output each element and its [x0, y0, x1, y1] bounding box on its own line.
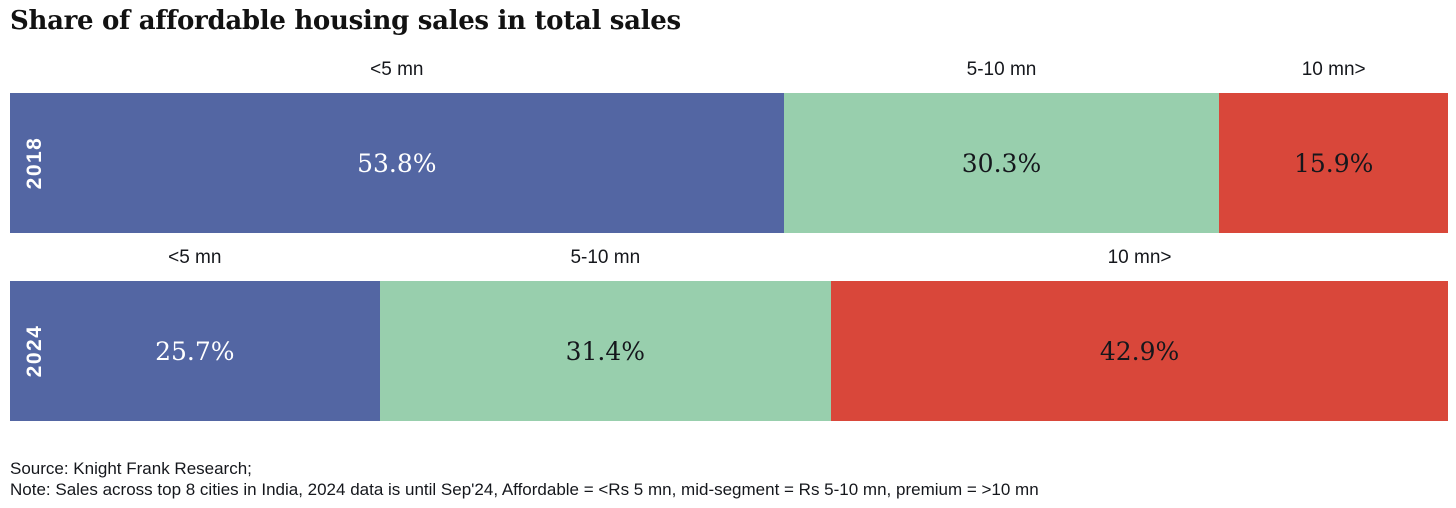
year-label: 2018 [23, 136, 46, 190]
category-labels-2024: <5 mn 5-10 mn 10 mn> [10, 246, 1448, 270]
stacked-bar-2018: 53.8% 30.3% 15.9% 2018 [10, 93, 1448, 233]
chart-row-2024: <5 mn 5-10 mn 10 mn> 25.7% 31.4% 42.9% 2024 [10, 246, 1448, 421]
value-label: 42.9% [1099, 336, 1180, 366]
value-label: 53.8% [357, 148, 437, 178]
stacked-bar-chart: <5 mn 5-10 mn 10 mn> 53.8% 30.3% 15.9% 2018 <5 … [10, 58, 1448, 421]
category-label: <5 mn [168, 247, 222, 268]
value-label: 15.9% [1293, 148, 1374, 178]
value-label: 31.4% [565, 336, 646, 366]
bar-segment: 30.3% [783, 93, 1220, 233]
bar-segment: 53.8% [10, 93, 784, 233]
category-label: 10 mn> [1301, 59, 1366, 80]
year-label: 2024 [23, 324, 46, 378]
chart-row-2018: <5 mn 5-10 mn 10 mn> 53.8% 30.3% 15.9% 2018 [10, 58, 1448, 233]
category-label: 10 mn> [1107, 247, 1172, 268]
bar-segment: 15.9% [1219, 93, 1448, 233]
category-label: 5-10 mn [570, 247, 641, 268]
chart-title: Share of affordable housing sales in tot… [10, 6, 681, 36]
stacked-bar-2024: 25.7% 31.4% 42.9% 2024 [10, 281, 1448, 421]
bar-segment: 31.4% [379, 281, 832, 421]
category-label: <5 mn [370, 59, 424, 80]
value-label: 30.3% [961, 148, 1042, 178]
source-text: Source: Knight Frank Research; [10, 459, 252, 478]
bar-segment: 42.9% [831, 281, 1448, 421]
category-label: 5-10 mn [966, 59, 1037, 80]
bar-segment: 25.7% [10, 281, 380, 421]
category-labels-2018: <5 mn 5-10 mn 10 mn> [10, 58, 1448, 82]
chart-footer: Source: Knight Frank Research; Note: Sal… [10, 458, 1456, 500]
note-text: Note: Sales across top 8 cities in India… [10, 480, 1039, 499]
value-label: 25.7% [155, 336, 235, 366]
